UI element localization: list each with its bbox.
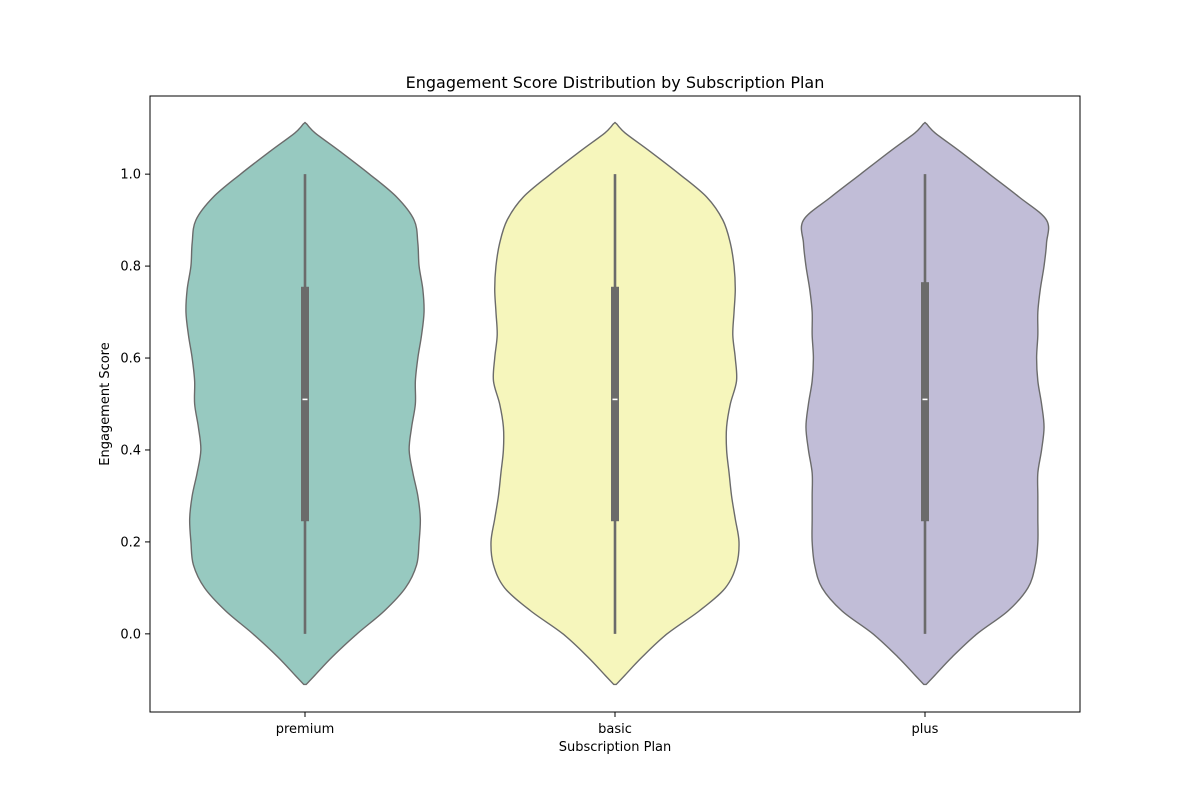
violin-plus (800, 121, 1050, 686)
x-tick-label-plus: plus (912, 722, 939, 737)
y-tick-label: 0.2 (120, 535, 141, 550)
y-tick-label: 0.4 (120, 443, 141, 458)
y-axis: 0.0 0.2 0.4 0.6 0.8 1.0 (120, 168, 150, 642)
x-tick-label-premium: premium (276, 722, 335, 737)
violin-basic (490, 121, 740, 686)
violins-layer (185, 121, 1050, 686)
violin-iqr-box (611, 286, 619, 522)
violin-premium (185, 121, 425, 686)
x-tick-label-basic: basic (598, 722, 632, 737)
y-tick-label: 0.6 (120, 352, 141, 367)
y-axis-label: Engagement Score (98, 342, 113, 465)
violin-iqr-box (301, 286, 309, 522)
y-tick-label: 0.0 (120, 627, 141, 642)
x-axis-label: Subscription Plan (559, 740, 672, 755)
violin-iqr-box (921, 282, 929, 522)
y-tick-label: 0.8 (120, 260, 141, 275)
chart-title: Engagement Score Distribution by Subscri… (406, 73, 825, 92)
y-tick-label: 1.0 (120, 168, 141, 183)
x-axis: premium basic plus (276, 712, 939, 737)
